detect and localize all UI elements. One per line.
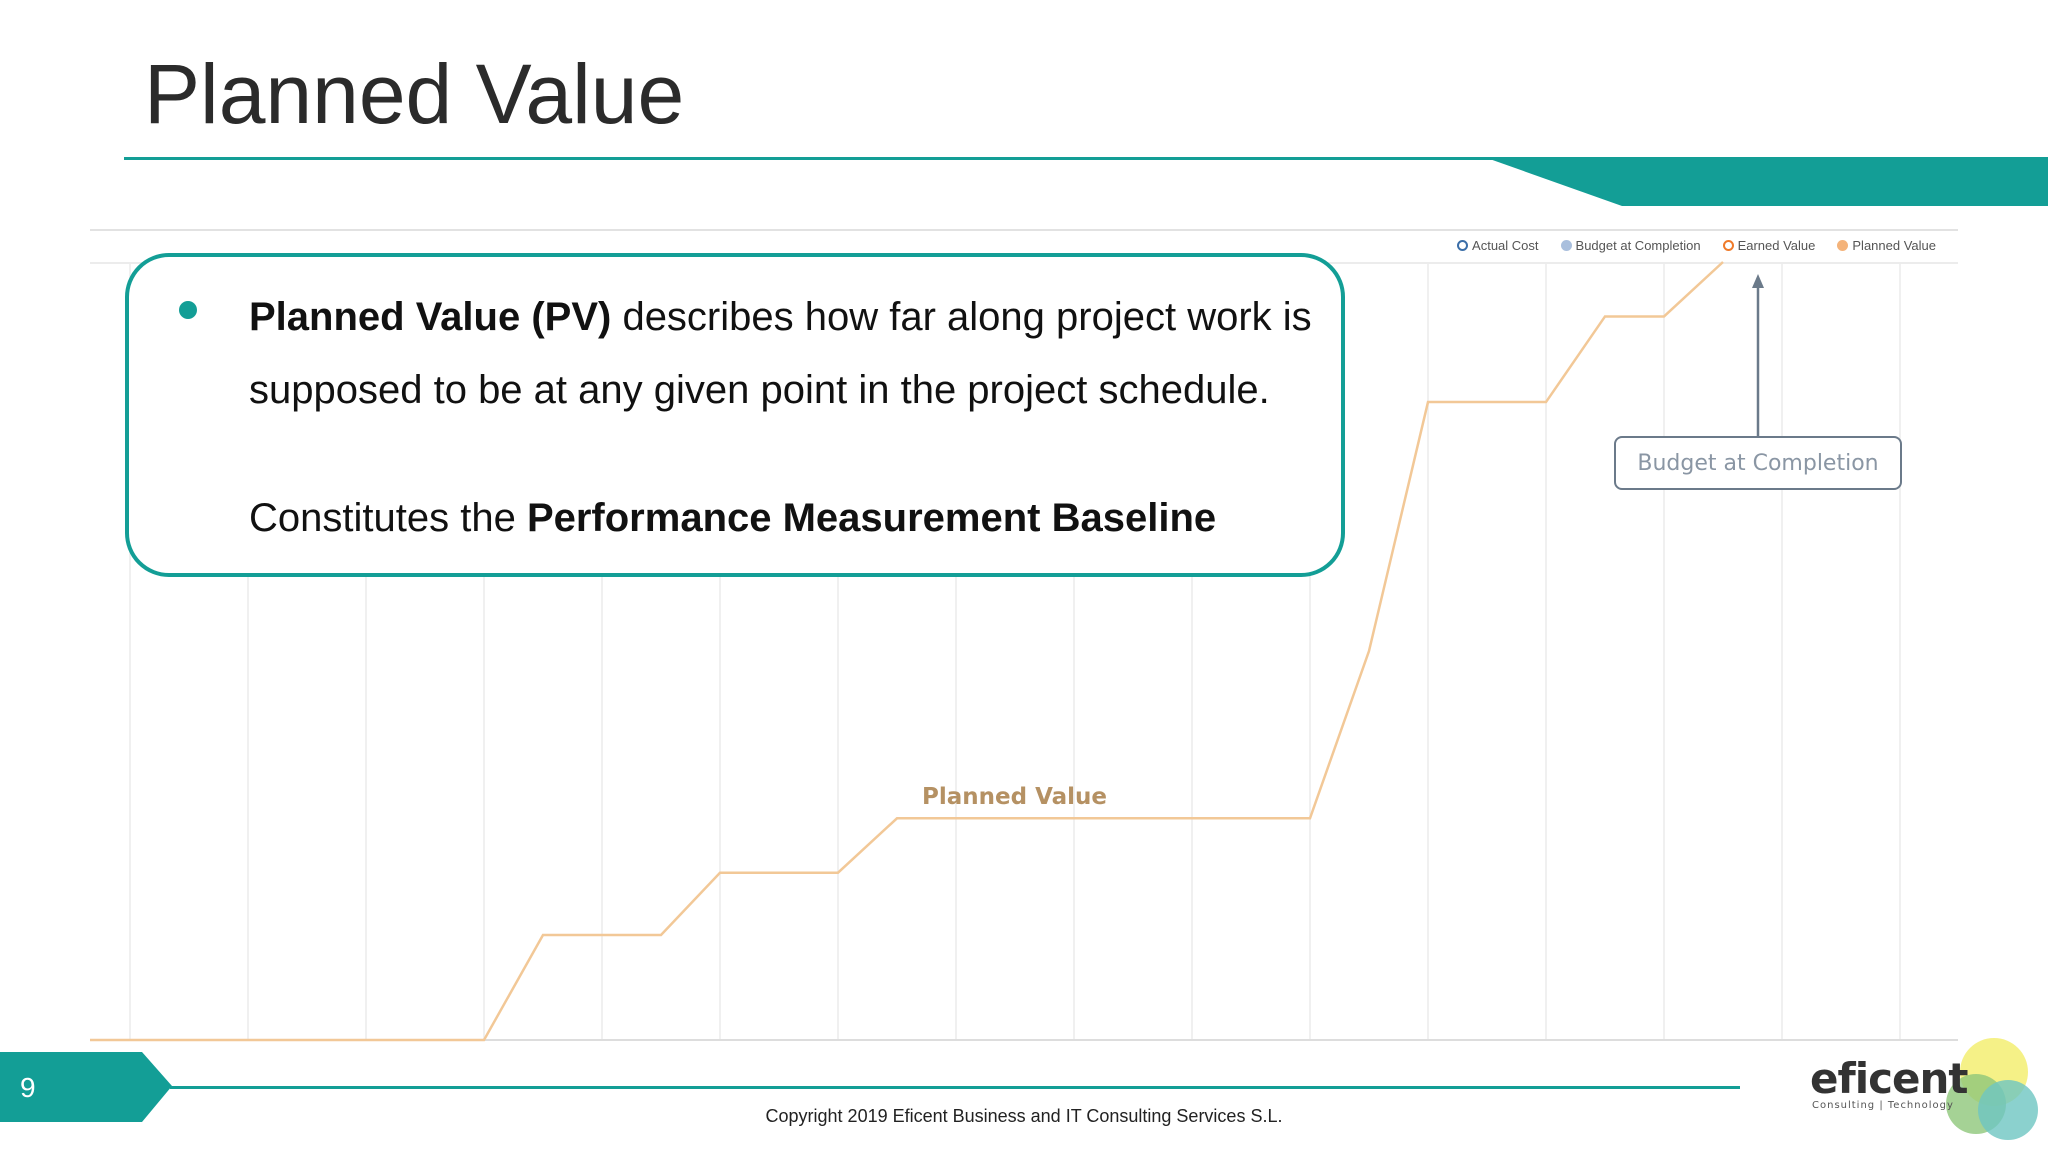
baseline-prefix: Constitutes the bbox=[249, 496, 527, 540]
definition-callout: Planned Value (PV) describes how far alo… bbox=[125, 253, 1345, 577]
legend-item[interactable]: Budget at Completion bbox=[1560, 238, 1701, 253]
legend-marker-icon bbox=[1560, 240, 1572, 251]
legend-label: Budget at Completion bbox=[1575, 238, 1701, 253]
legend-label: Planned Value bbox=[1852, 238, 1936, 253]
planned-value-line bbox=[90, 261, 1724, 1042]
slide-title: Planned Value bbox=[144, 47, 685, 141]
legend-marker-icon bbox=[1457, 240, 1469, 251]
chart-legend: Actual Cost Budget at Completion Earned Va… bbox=[1457, 238, 1936, 253]
pv-description: describes how far along project work is … bbox=[249, 295, 1312, 412]
pv-term: Planned Value (PV) bbox=[249, 295, 612, 339]
budget-at-completion-label: Budget at Completion bbox=[1614, 436, 1902, 490]
baseline-term: Performance Measurement Baseline bbox=[526, 496, 1217, 540]
eficent-logo: eficent Consulting | Technology bbox=[1806, 1030, 2042, 1150]
legend-marker-icon bbox=[1722, 240, 1734, 251]
legend-label: Earned Value bbox=[1737, 238, 1816, 253]
legend-marker-icon bbox=[1837, 240, 1849, 251]
bac-arrow bbox=[1752, 274, 1764, 436]
footer-line bbox=[170, 1086, 1740, 1089]
logo-tagline: Consulting | Technology bbox=[1812, 1100, 1954, 1111]
page-number-tab bbox=[0, 1052, 172, 1122]
baseline-statement: Constitutes the Performance Measurement … bbox=[249, 493, 1329, 543]
title-underline bbox=[124, 157, 1504, 160]
logo-wordmark: eficent bbox=[1810, 1054, 1969, 1103]
planned-value-label: Planned Value bbox=[922, 784, 1107, 810]
legend-item[interactable]: Actual Cost bbox=[1457, 238, 1539, 253]
legend-item[interactable]: Planned Value bbox=[1837, 238, 1936, 253]
pv-definition: Planned Value (PV) describes how far alo… bbox=[249, 281, 1329, 427]
page-number: 9 bbox=[20, 1072, 36, 1103]
copyright-text: Copyright 2019 Eficent Business and IT C… bbox=[765, 1106, 1283, 1126]
legend-label: Actual Cost bbox=[1472, 238, 1539, 253]
chart-series bbox=[90, 261, 1724, 1042]
legend-item[interactable]: Earned Value bbox=[1722, 238, 1816, 253]
logo-circles-icon bbox=[1946, 1038, 2038, 1140]
bullet-dot bbox=[179, 301, 197, 319]
title-accent-bar bbox=[1484, 157, 2048, 206]
